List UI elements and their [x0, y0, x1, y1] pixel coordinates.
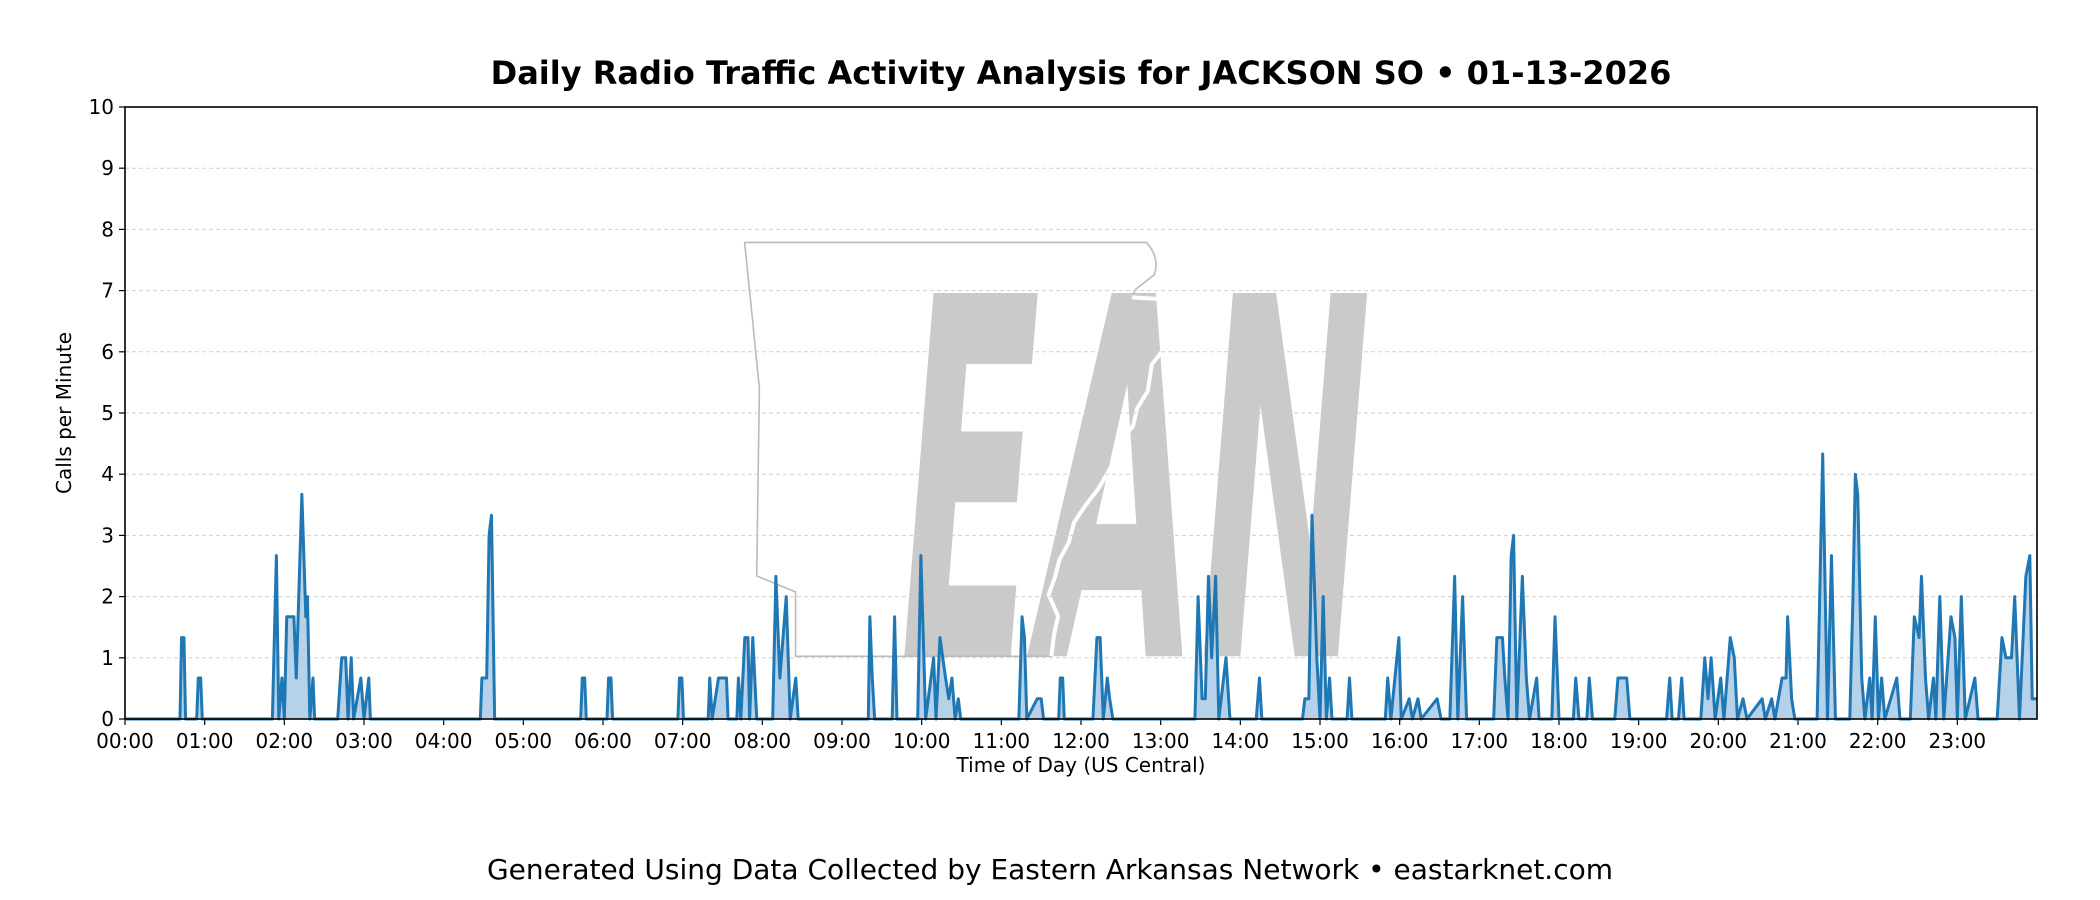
- chart-title: Daily Radio Traffic Activity Analysis fo…: [491, 54, 1672, 92]
- y-tick-label: 10: [89, 95, 114, 119]
- x-tick-label: 01:00: [176, 729, 234, 753]
- y-tick-label: 1: [101, 646, 114, 670]
- x-tick-label: 16:00: [1371, 729, 1429, 753]
- watermark-text: EAN: [900, 195, 1371, 774]
- x-tick-label: 19:00: [1610, 729, 1668, 753]
- x-tick-label: 07:00: [654, 729, 712, 753]
- x-tick-label: 22:00: [1849, 729, 1907, 753]
- x-tick-label: 12:00: [1052, 729, 1110, 753]
- x-tick-label: 18:00: [1530, 729, 1588, 753]
- river-line: [1046, 295, 1188, 657]
- x-tick-label: 02:00: [256, 729, 314, 753]
- watermark-logo: EAN: [743, 195, 1371, 774]
- x-tick-label: 06:00: [574, 729, 632, 753]
- x-tick-label: 03:00: [335, 729, 393, 753]
- footer: Generated Using Data Collected by Easter…: [487, 853, 1613, 886]
- data-line: [125, 452, 2037, 721]
- x-axis-label: Time of Day (US Central): [956, 753, 1206, 777]
- x-tick-label: 11:00: [973, 729, 1031, 753]
- y-tick-label: 3: [101, 523, 114, 547]
- y-tick-label: 4: [101, 462, 114, 486]
- x-tick-label: 13:00: [1132, 729, 1190, 753]
- y-tick-label: 8: [101, 217, 114, 241]
- y-tick-label: 7: [101, 279, 114, 303]
- x-tick-label: 23:00: [1929, 729, 1987, 753]
- x-tick-label: 09:00: [813, 729, 871, 753]
- y-tick-label: 0: [101, 707, 114, 731]
- x-tick-label: 10:00: [893, 729, 951, 753]
- x-tick-label: 08:00: [734, 729, 792, 753]
- x-tick-label: 05:00: [495, 729, 553, 753]
- y-axis-label: Calls per Minute: [52, 332, 76, 494]
- x-tick-label: 21:00: [1769, 729, 1827, 753]
- x-tick-label: 04:00: [415, 729, 473, 753]
- x-tick-label: 20:00: [1690, 729, 1748, 753]
- x-tick-label: 17:00: [1451, 729, 1509, 753]
- x-tick-label: 00:00: [96, 729, 154, 753]
- y-tick-label: 2: [101, 585, 114, 609]
- y-tick-label: 5: [101, 401, 114, 425]
- x-tick-label: 15:00: [1291, 729, 1349, 753]
- plot-frame: [124, 106, 2038, 720]
- y-tick-label: 6: [101, 340, 114, 364]
- y-tick-label: 9: [101, 156, 114, 180]
- x-tick-label: 14:00: [1212, 729, 1270, 753]
- plot-area: 0 1 2 3 4 5 6 7 8 9 10 00:00 01:00 02:00 03:00 04:00 05:…: [89, 95, 2038, 753]
